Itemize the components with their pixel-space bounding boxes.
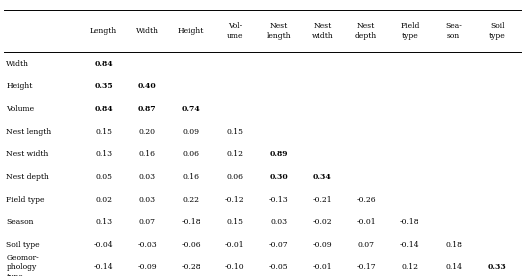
Text: Height: Height [6, 83, 32, 90]
Text: 0.05: 0.05 [95, 173, 112, 181]
Text: 0.15: 0.15 [226, 128, 243, 136]
Text: -0.18: -0.18 [400, 218, 420, 226]
Text: -0.26: -0.26 [356, 196, 376, 203]
Text: 0.07: 0.07 [358, 241, 375, 249]
Text: -0.21: -0.21 [313, 196, 332, 203]
Text: 0.03: 0.03 [139, 173, 156, 181]
Text: 0.15: 0.15 [95, 128, 112, 136]
Text: -0.18: -0.18 [181, 218, 201, 226]
Text: 0.74: 0.74 [182, 105, 201, 113]
Text: -0.10: -0.10 [225, 264, 245, 271]
Text: -0.01: -0.01 [225, 241, 245, 249]
Text: Width: Width [6, 60, 29, 68]
Text: 0.87: 0.87 [138, 105, 157, 113]
Text: Field
type: Field type [400, 22, 420, 40]
Text: Soil
type: Soil type [489, 22, 506, 40]
Text: 0.89: 0.89 [269, 150, 288, 158]
Text: Height: Height [178, 27, 204, 35]
Text: -0.09: -0.09 [138, 264, 157, 271]
Text: 0.16: 0.16 [139, 150, 156, 158]
Text: 0.09: 0.09 [183, 128, 200, 136]
Text: Nest
depth: Nest depth [355, 22, 377, 40]
Text: Nest depth: Nest depth [6, 173, 49, 181]
Text: -0.04: -0.04 [94, 241, 113, 249]
Text: Nest width: Nest width [6, 150, 49, 158]
Text: Width: Width [136, 27, 159, 35]
Text: 0.02: 0.02 [95, 196, 112, 203]
Text: 0.12: 0.12 [401, 264, 418, 271]
Text: 0.84: 0.84 [94, 105, 113, 113]
Text: -0.28: -0.28 [181, 264, 201, 271]
Text: -0.14: -0.14 [94, 264, 113, 271]
Text: -0.07: -0.07 [269, 241, 288, 249]
Text: -0.02: -0.02 [313, 218, 332, 226]
Text: -0.01: -0.01 [313, 264, 332, 271]
Text: Nest length: Nest length [6, 128, 51, 136]
Text: 0.15: 0.15 [226, 218, 243, 226]
Text: 0.12: 0.12 [226, 150, 243, 158]
Text: Season: Season [6, 218, 34, 226]
Text: 0.07: 0.07 [139, 218, 156, 226]
Text: Volume: Volume [6, 105, 35, 113]
Text: 0.35: 0.35 [94, 83, 113, 90]
Text: 0.33: 0.33 [488, 264, 507, 271]
Text: 0.40: 0.40 [138, 83, 157, 90]
Text: 0.84: 0.84 [94, 60, 113, 68]
Text: Nest
length: Nest length [266, 22, 291, 40]
Text: 0.03: 0.03 [270, 218, 287, 226]
Text: 0.14: 0.14 [445, 264, 462, 271]
Text: 0.13: 0.13 [95, 218, 112, 226]
Text: 0.06: 0.06 [183, 150, 200, 158]
Text: -0.17: -0.17 [356, 264, 376, 271]
Text: -0.12: -0.12 [225, 196, 245, 203]
Text: -0.01: -0.01 [356, 218, 376, 226]
Text: Length: Length [90, 27, 117, 35]
Text: -0.13: -0.13 [269, 196, 289, 203]
Text: 0.16: 0.16 [183, 173, 200, 181]
Text: -0.03: -0.03 [137, 241, 157, 249]
Text: 0.22: 0.22 [183, 196, 200, 203]
Text: 0.13: 0.13 [95, 150, 112, 158]
Text: Geomor-
phology
type: Geomor- phology type [6, 254, 39, 276]
Text: Soil type: Soil type [6, 241, 40, 249]
Text: 0.20: 0.20 [139, 128, 156, 136]
Text: -0.05: -0.05 [269, 264, 288, 271]
Text: 0.03: 0.03 [139, 196, 156, 203]
Text: 0.30: 0.30 [269, 173, 288, 181]
Text: Vol-
ume: Vol- ume [227, 22, 243, 40]
Text: 0.18: 0.18 [445, 241, 462, 249]
Text: Nest
width: Nest width [311, 22, 333, 40]
Text: Field type: Field type [6, 196, 45, 203]
Text: 0.34: 0.34 [313, 173, 332, 181]
Text: -0.09: -0.09 [313, 241, 332, 249]
Text: -0.14: -0.14 [400, 241, 420, 249]
Text: -0.06: -0.06 [181, 241, 201, 249]
Text: Sea-
son: Sea- son [445, 22, 462, 40]
Text: 0.06: 0.06 [226, 173, 243, 181]
